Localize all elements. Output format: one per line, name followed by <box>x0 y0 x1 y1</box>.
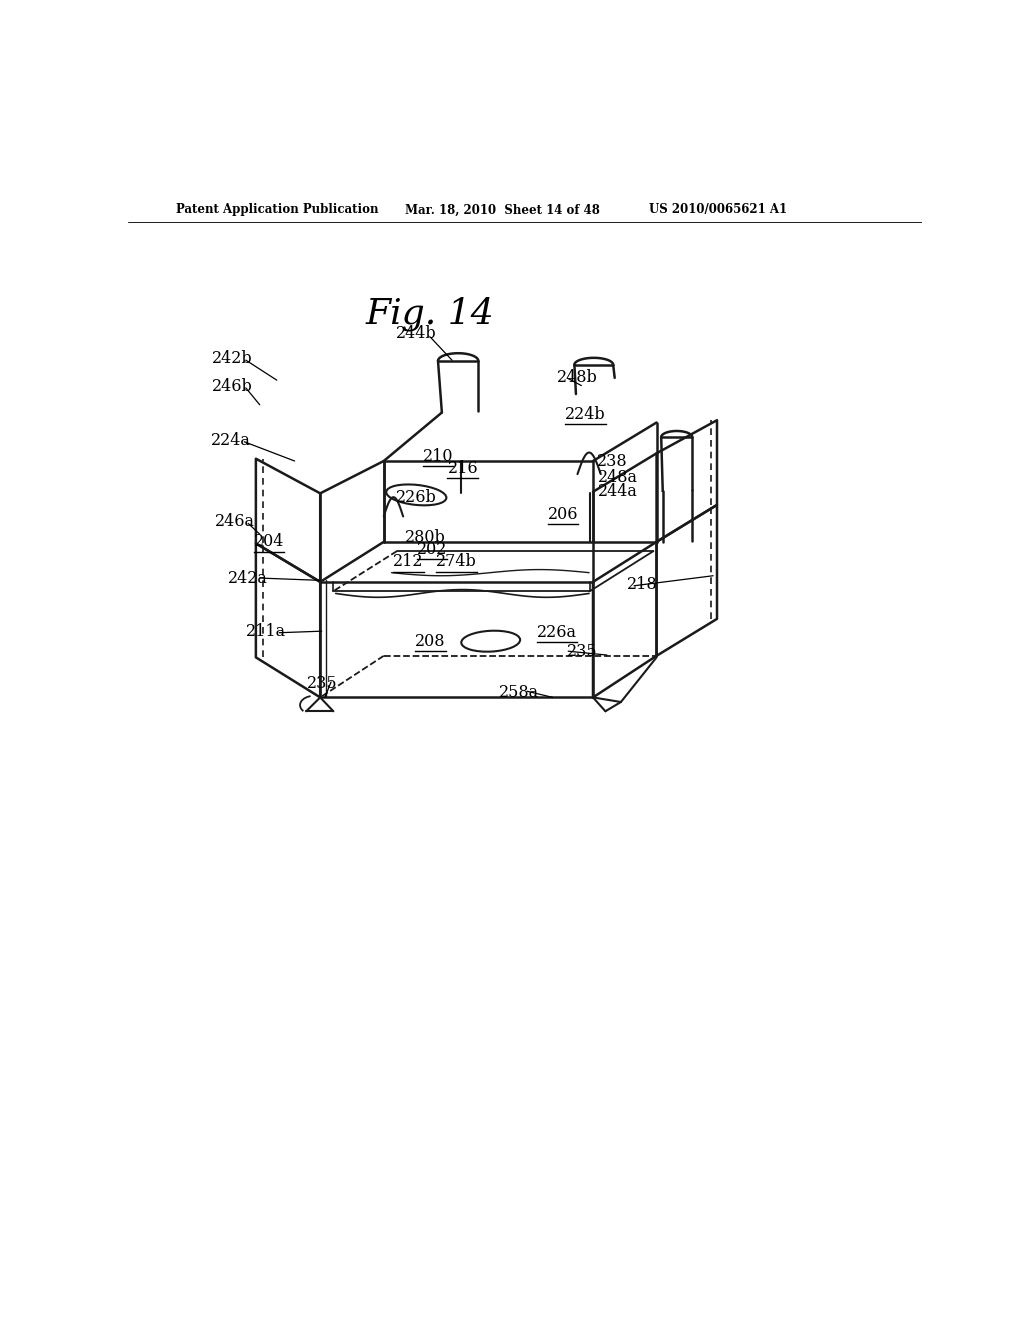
Text: 226b: 226b <box>396 488 436 506</box>
Text: 244a: 244a <box>598 483 638 499</box>
Text: 235: 235 <box>306 675 337 692</box>
Text: Mar. 18, 2010  Sheet 14 of 48: Mar. 18, 2010 Sheet 14 of 48 <box>406 203 600 216</box>
Text: 206: 206 <box>548 506 578 523</box>
Text: 248a: 248a <box>598 470 638 487</box>
Text: 274b: 274b <box>436 553 477 570</box>
Text: 244b: 244b <box>396 326 436 342</box>
Text: 210: 210 <box>423 447 454 465</box>
Text: 248b: 248b <box>557 370 598 387</box>
Text: 258a: 258a <box>500 684 540 701</box>
Text: US 2010/0065621 A1: US 2010/0065621 A1 <box>649 203 786 216</box>
Text: 226a: 226a <box>537 624 577 642</box>
Text: 238: 238 <box>597 453 628 470</box>
Text: 246a: 246a <box>215 513 255 531</box>
Text: 246b: 246b <box>212 378 253 395</box>
Text: 212: 212 <box>393 553 424 570</box>
Text: 242b: 242b <box>212 350 253 367</box>
Text: 218: 218 <box>627 576 657 593</box>
Text: Fig. 14: Fig. 14 <box>366 297 495 331</box>
Text: 202: 202 <box>417 541 447 558</box>
Text: 280b: 280b <box>404 529 445 545</box>
Text: 224a: 224a <box>211 432 251 449</box>
Text: 224b: 224b <box>565 407 605 424</box>
Text: 216: 216 <box>447 461 478 478</box>
Text: 211a: 211a <box>246 623 286 640</box>
Text: 208: 208 <box>415 632 445 649</box>
Text: 235: 235 <box>567 643 597 660</box>
Text: Patent Application Publication: Patent Application Publication <box>176 203 379 216</box>
Text: 204: 204 <box>254 533 285 550</box>
Text: 242a: 242a <box>228 569 268 586</box>
